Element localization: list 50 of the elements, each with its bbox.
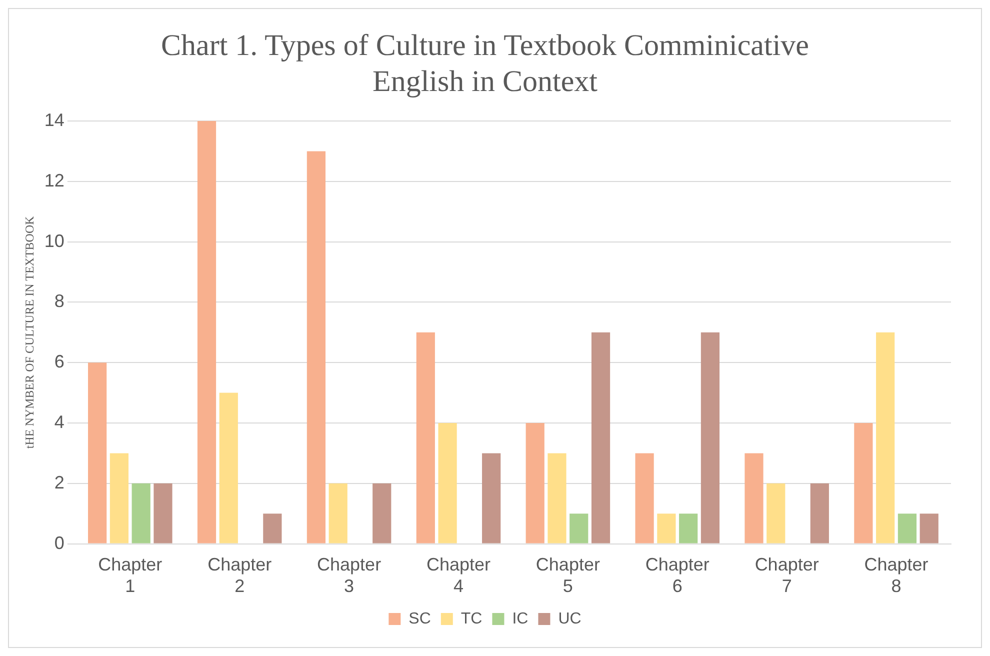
bar	[154, 483, 172, 544]
bar	[306, 151, 326, 544]
x-tick-label: Chapter 8	[864, 554, 928, 596]
bar	[482, 453, 501, 544]
bar	[416, 332, 435, 544]
bar	[920, 514, 938, 544]
bar	[591, 332, 610, 544]
bar	[898, 514, 917, 544]
y-tick-label: 6	[54, 352, 64, 372]
legend-label: TC	[460, 610, 482, 628]
bar	[372, 483, 392, 544]
x-tick-label: Chapter 6	[645, 554, 710, 596]
x-tick-label: Chapter 2	[208, 554, 272, 596]
y-tick-label: 0	[54, 532, 64, 553]
legend-label: SC	[408, 610, 431, 628]
y-axis-title: tHE NYMBER OF CULTURE IN TEXTBOOK	[22, 216, 36, 449]
x-tick-label: Chapter 4	[426, 554, 491, 596]
legend-label: UC	[558, 610, 582, 628]
bar	[744, 453, 764, 544]
bar	[810, 483, 829, 544]
bar	[438, 423, 457, 544]
bar	[197, 121, 216, 544]
bar	[700, 332, 720, 544]
x-tick-label: Chapter 1	[98, 554, 162, 596]
y-tick-label: 14	[44, 110, 64, 130]
bar	[88, 362, 107, 544]
chart-title: Chart 1. Types of Culture in Textbook Comminicative English in Context	[161, 28, 809, 98]
x-tick-label: Chapter 3	[317, 554, 382, 596]
bar	[679, 514, 698, 544]
bar	[263, 514, 282, 544]
bar	[110, 453, 129, 544]
y-tick-label: 8	[54, 291, 64, 312]
legend-label: IC	[512, 610, 528, 628]
bar	[854, 423, 873, 544]
bar	[766, 483, 786, 544]
bar	[657, 514, 676, 544]
bar	[328, 483, 348, 544]
y-tick-label: 10	[44, 230, 64, 251]
y-tick-label: 2	[54, 472, 64, 492]
bar	[526, 423, 544, 544]
bar	[570, 514, 588, 544]
bar	[548, 453, 566, 544]
bar	[876, 332, 895, 544]
bar	[132, 483, 150, 544]
y-tick-label: 4	[54, 412, 64, 432]
bar	[635, 453, 654, 544]
x-tick-label: Chapter 5	[536, 554, 600, 596]
x-tick-label: Chapter 7	[754, 554, 819, 596]
bar	[219, 392, 238, 544]
y-tick-label: 12	[44, 170, 64, 190]
